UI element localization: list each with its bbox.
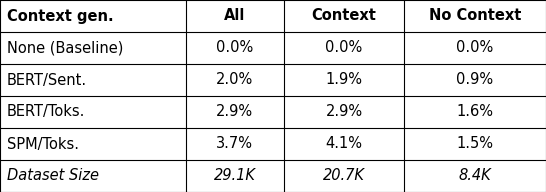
Text: 1.6%: 1.6% bbox=[456, 104, 494, 119]
Text: 0.0%: 0.0% bbox=[325, 41, 363, 55]
Text: No Context: No Context bbox=[429, 8, 521, 23]
Text: 20.7K: 20.7K bbox=[323, 169, 365, 184]
Text: All: All bbox=[224, 8, 246, 23]
Text: 8.4K: 8.4K bbox=[459, 169, 491, 184]
Text: Context: Context bbox=[312, 8, 376, 23]
Text: Context gen.: Context gen. bbox=[7, 8, 113, 23]
Text: 2.9%: 2.9% bbox=[216, 104, 253, 119]
Text: 2.9%: 2.9% bbox=[325, 104, 363, 119]
Text: 0.0%: 0.0% bbox=[216, 41, 253, 55]
Text: 1.5%: 1.5% bbox=[456, 137, 494, 151]
Text: 3.7%: 3.7% bbox=[216, 137, 253, 151]
Text: 0.9%: 0.9% bbox=[456, 73, 494, 88]
Text: 29.1K: 29.1K bbox=[214, 169, 256, 184]
Text: 1.9%: 1.9% bbox=[325, 73, 363, 88]
Text: SPM/Toks.: SPM/Toks. bbox=[7, 137, 79, 151]
Text: BERT/Toks.: BERT/Toks. bbox=[7, 104, 85, 119]
Text: 2.0%: 2.0% bbox=[216, 73, 253, 88]
Text: None (Baseline): None (Baseline) bbox=[7, 41, 123, 55]
Text: 0.0%: 0.0% bbox=[456, 41, 494, 55]
Text: BERT/Sent.: BERT/Sent. bbox=[7, 73, 87, 88]
Text: Dataset Size: Dataset Size bbox=[7, 169, 98, 184]
Text: 4.1%: 4.1% bbox=[325, 137, 363, 151]
